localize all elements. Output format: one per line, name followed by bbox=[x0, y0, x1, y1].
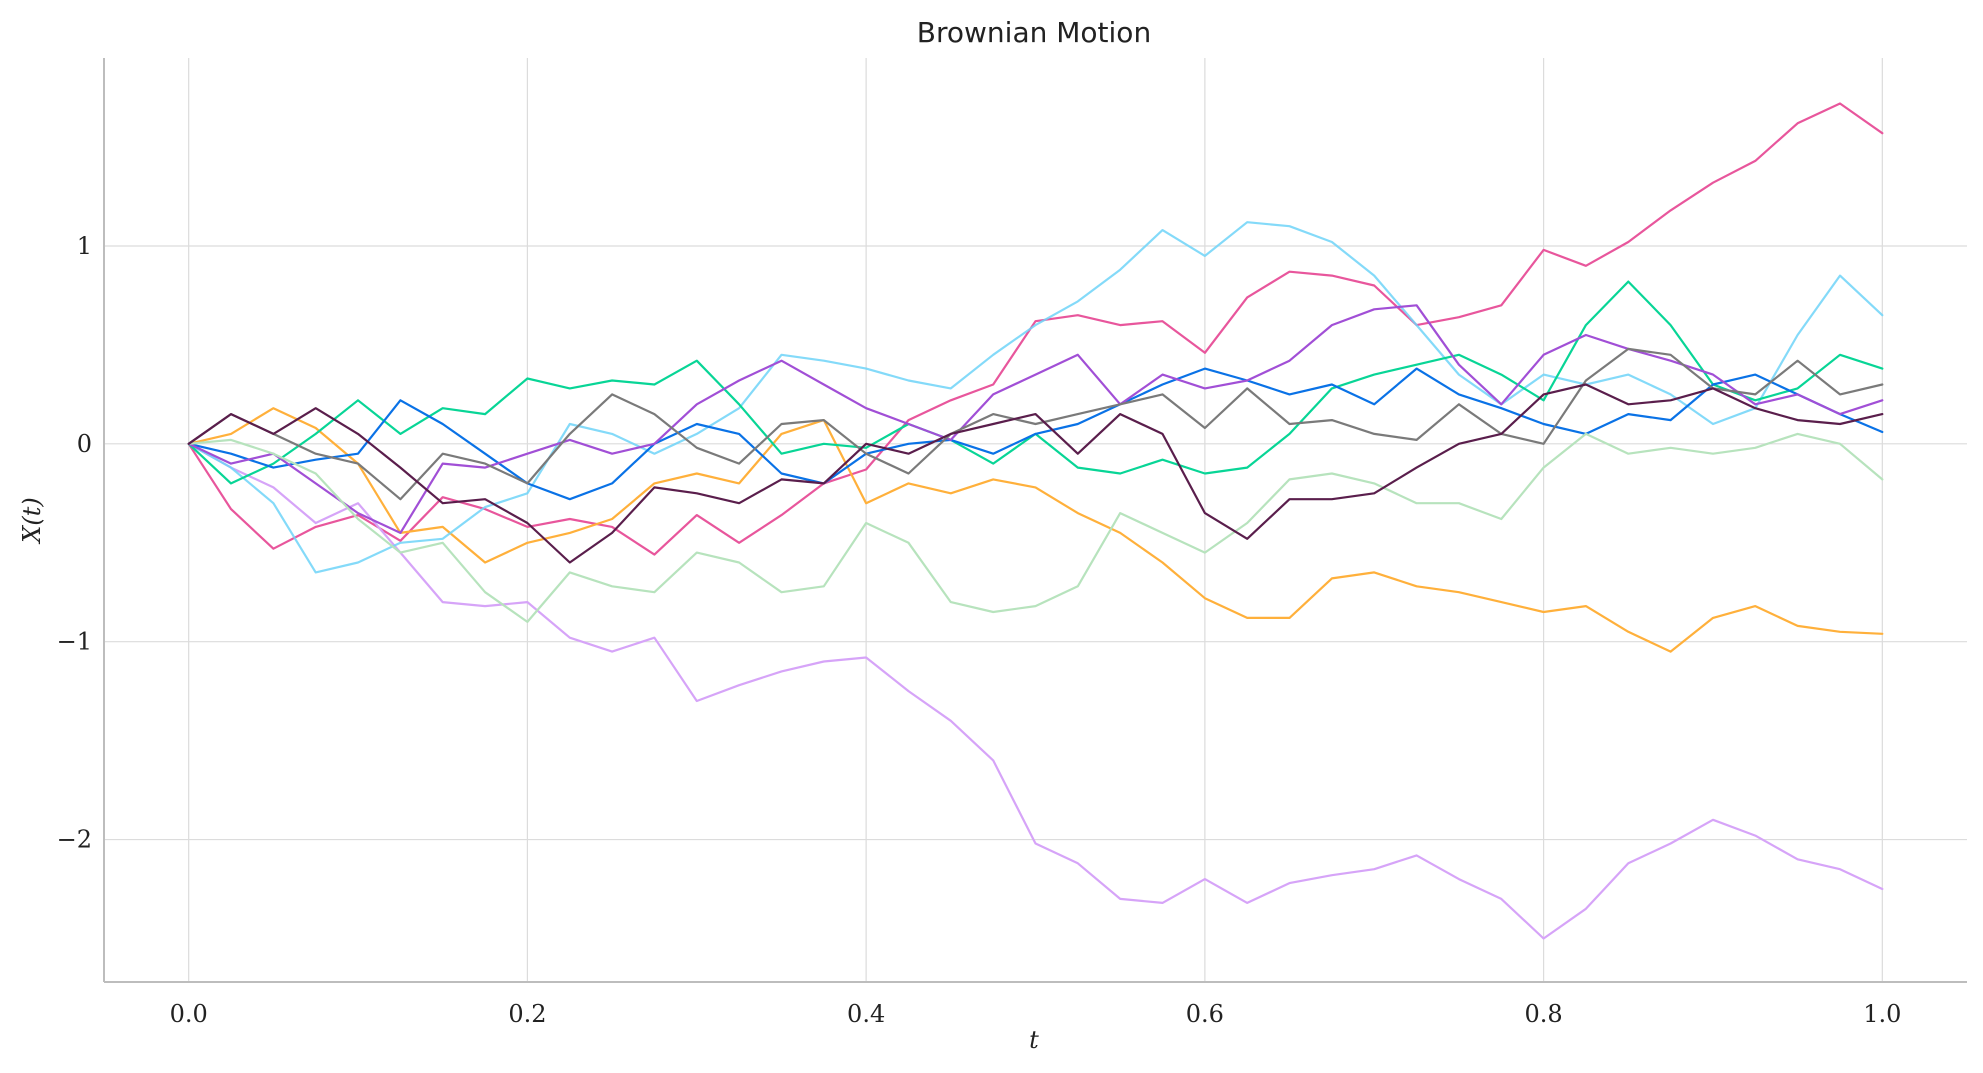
x-tick-label: 1.0 bbox=[1863, 1000, 1901, 1028]
axes bbox=[103, 58, 1967, 983]
x-axis-label: t bbox=[1029, 1026, 1039, 1054]
series-line-10 bbox=[187, 383, 1884, 564]
chart-title: Brownian Motion bbox=[917, 16, 1151, 49]
x-tick-label: 0.2 bbox=[508, 1000, 546, 1028]
series-line-4 bbox=[187, 221, 1884, 574]
series-line-8 bbox=[187, 432, 1884, 624]
x-tick-labels: 0.0 0.2 0.4 0.6 0.8 1.0 bbox=[170, 1000, 1902, 1028]
y-tick-label: 1 bbox=[77, 232, 92, 260]
y-tick-label: −1 bbox=[57, 628, 92, 656]
series-line-7 bbox=[187, 304, 1884, 535]
y-tick-label: −2 bbox=[57, 826, 92, 854]
x-tick-label: 0.0 bbox=[170, 1000, 208, 1028]
series-line-3 bbox=[187, 407, 1884, 653]
series-group bbox=[187, 102, 1884, 940]
grid bbox=[104, 58, 1967, 982]
series-line-9 bbox=[187, 347, 1884, 501]
x-tick-label: 0.4 bbox=[847, 1000, 885, 1028]
x-tick-label: 0.8 bbox=[1525, 1000, 1563, 1028]
y-tick-label: 0 bbox=[77, 430, 92, 458]
series-line-1 bbox=[187, 102, 1884, 556]
y-tick-labels: 1 0 −1 −2 bbox=[57, 232, 92, 854]
x-tick-label: 0.6 bbox=[1186, 1000, 1224, 1028]
y-axis-label: X(t) bbox=[18, 497, 46, 544]
series-line-2 bbox=[187, 442, 1884, 940]
series-line-6 bbox=[187, 367, 1884, 501]
